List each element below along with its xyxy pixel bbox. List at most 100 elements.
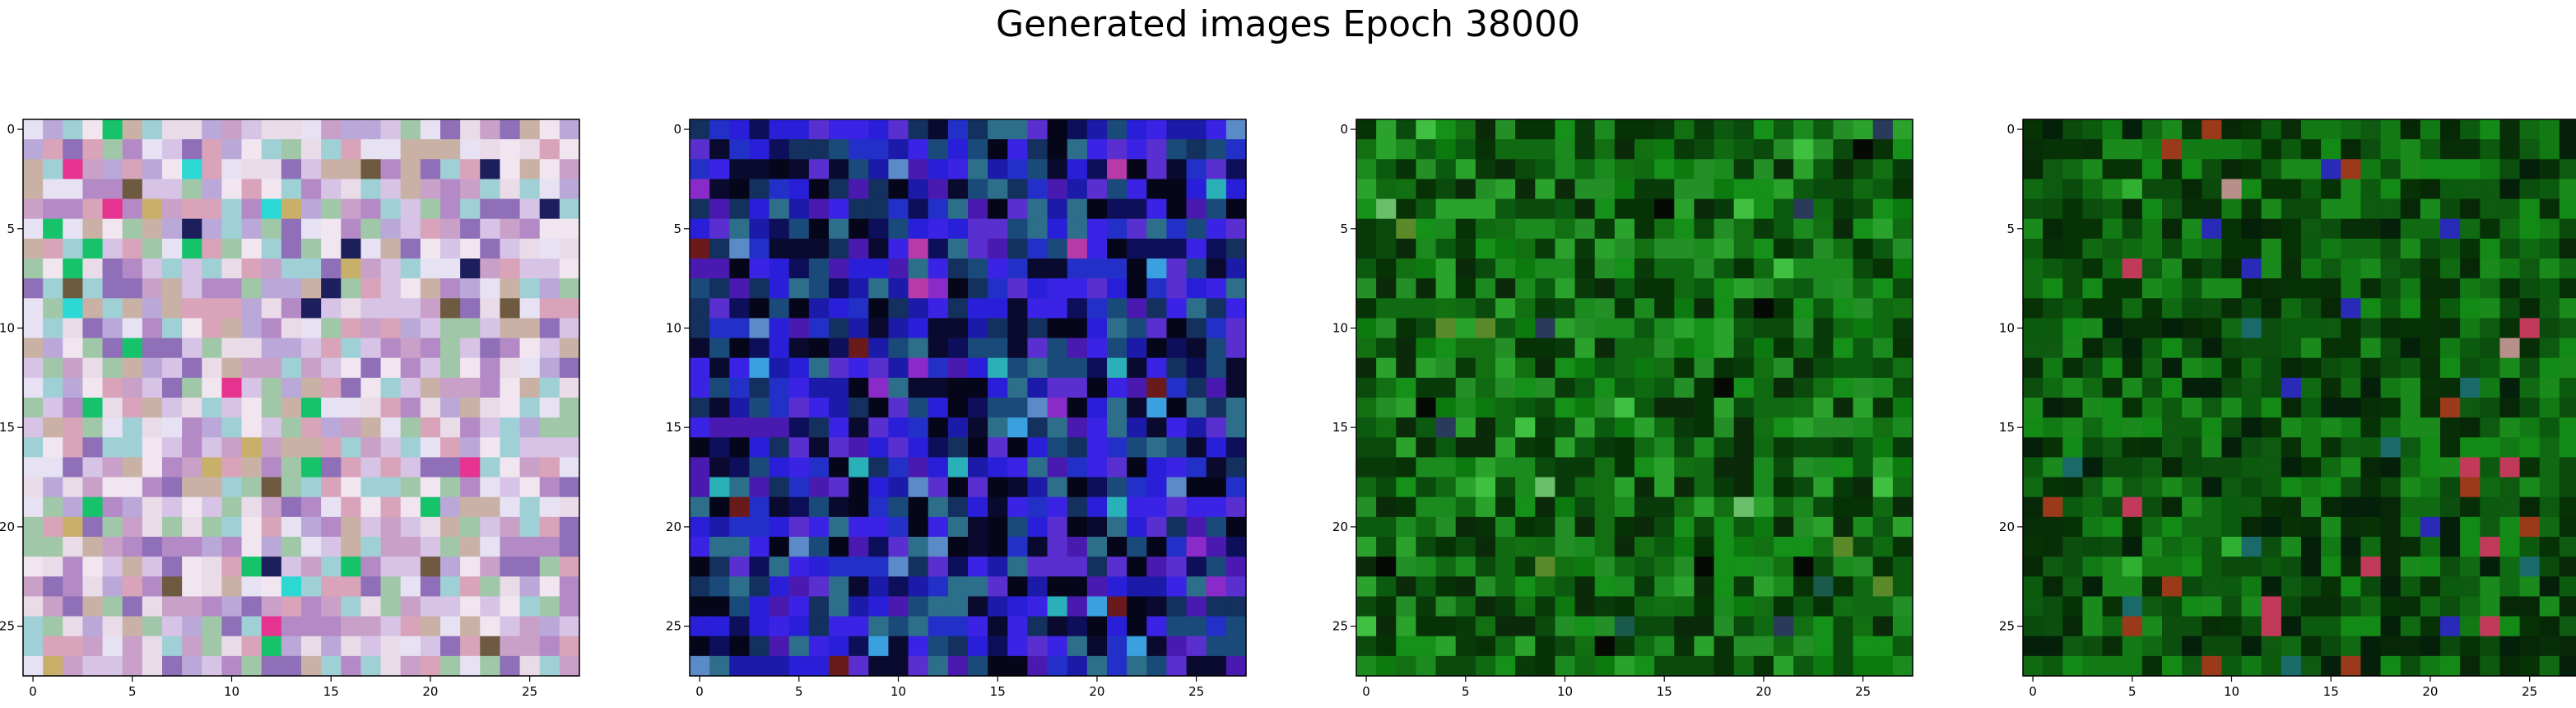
pixel xyxy=(808,139,830,160)
pixel xyxy=(1872,119,1894,140)
pixel xyxy=(202,218,223,240)
pixel xyxy=(888,496,909,518)
pixel xyxy=(1067,278,1088,299)
pixel xyxy=(1086,516,1108,538)
pixel xyxy=(2082,537,2104,557)
pixel xyxy=(1892,179,1913,200)
pixel xyxy=(281,417,302,438)
pixel xyxy=(360,417,382,438)
pixel xyxy=(2281,477,2302,498)
pixel xyxy=(1892,516,1913,538)
pixel xyxy=(2341,377,2362,398)
pixel xyxy=(1396,238,1417,259)
x-tick-label: 25 xyxy=(1855,684,1871,699)
pixel xyxy=(1574,477,1596,498)
pixel xyxy=(1793,238,1814,259)
pixel xyxy=(1574,179,1596,200)
pixel xyxy=(1555,159,1576,180)
pixel xyxy=(321,278,342,299)
pixel xyxy=(1634,377,1655,398)
pixel xyxy=(1396,159,1417,180)
pixel xyxy=(1225,557,1247,577)
pixel xyxy=(2261,516,2282,538)
pixel xyxy=(2360,318,2382,339)
pixel xyxy=(1555,119,1576,140)
pixel xyxy=(2202,477,2223,498)
pixel xyxy=(2360,119,2382,140)
pixel xyxy=(749,457,770,478)
pixel xyxy=(1225,496,1247,518)
pixel xyxy=(1853,198,1874,220)
pixel xyxy=(1166,338,1188,359)
pixel xyxy=(2480,496,2501,518)
pixel xyxy=(460,119,481,140)
pixel xyxy=(1892,357,1913,379)
pixel xyxy=(539,655,560,677)
pixel xyxy=(1047,119,1068,140)
x-tick-label: 25 xyxy=(522,684,537,699)
pixel xyxy=(690,377,710,398)
pixel xyxy=(2460,298,2481,319)
pixel xyxy=(23,457,44,478)
pixel xyxy=(947,557,969,577)
pixel xyxy=(1356,437,1377,459)
pixel xyxy=(1733,139,1755,160)
pixel xyxy=(1515,357,1536,379)
pixel xyxy=(2202,259,2223,279)
pixel xyxy=(2341,616,2362,637)
pixel xyxy=(1146,238,1168,259)
pixel xyxy=(1495,377,1516,398)
pixel xyxy=(1753,159,1774,180)
pixel xyxy=(500,616,521,637)
pixel xyxy=(221,596,243,617)
pixel xyxy=(380,377,402,398)
pixel xyxy=(1186,557,1207,577)
pixel xyxy=(559,398,580,418)
pixel xyxy=(749,596,770,617)
pixel xyxy=(2102,298,2123,319)
pixel xyxy=(221,357,243,379)
pixel xyxy=(1654,238,1675,259)
pixel xyxy=(2360,198,2382,220)
pixel xyxy=(1674,259,1695,279)
pixel xyxy=(829,398,849,418)
pixel-grid xyxy=(23,119,580,677)
pixel xyxy=(241,437,263,459)
pixel xyxy=(1396,616,1417,637)
pixel xyxy=(1872,576,1894,598)
pixel xyxy=(400,278,421,299)
pixel xyxy=(1435,357,1457,379)
pixel xyxy=(2460,437,2481,459)
image-panel-3: 0 5 10 15 20 25 0 5 10 15 20 25 xyxy=(1332,82,1942,708)
pixel xyxy=(519,616,541,637)
pixel xyxy=(142,537,163,557)
pixel xyxy=(1206,278,1227,299)
pixel xyxy=(849,596,869,617)
pixel xyxy=(2241,557,2262,577)
pixel xyxy=(1774,557,1794,577)
pixel xyxy=(440,576,461,598)
pixel xyxy=(2341,516,2362,538)
pixel xyxy=(1872,238,1894,259)
pixel xyxy=(1007,179,1029,200)
pixel xyxy=(1535,139,1556,160)
pixel xyxy=(519,179,541,200)
pixel xyxy=(261,179,282,200)
pixel xyxy=(988,516,1008,538)
pixel xyxy=(23,179,44,200)
pixel xyxy=(539,398,560,418)
pixel xyxy=(1206,198,1227,220)
pixel xyxy=(2420,496,2441,518)
pixel xyxy=(947,159,969,180)
pixel xyxy=(1753,496,1774,518)
pixel xyxy=(43,318,63,339)
pixel xyxy=(908,218,929,240)
pixel xyxy=(849,159,869,180)
pixel xyxy=(1555,398,1576,418)
pixel xyxy=(709,338,730,359)
pixel xyxy=(749,218,770,240)
pixel xyxy=(162,616,183,637)
pixel xyxy=(849,259,869,279)
pixel xyxy=(1634,496,1655,518)
pixel xyxy=(1555,457,1576,478)
